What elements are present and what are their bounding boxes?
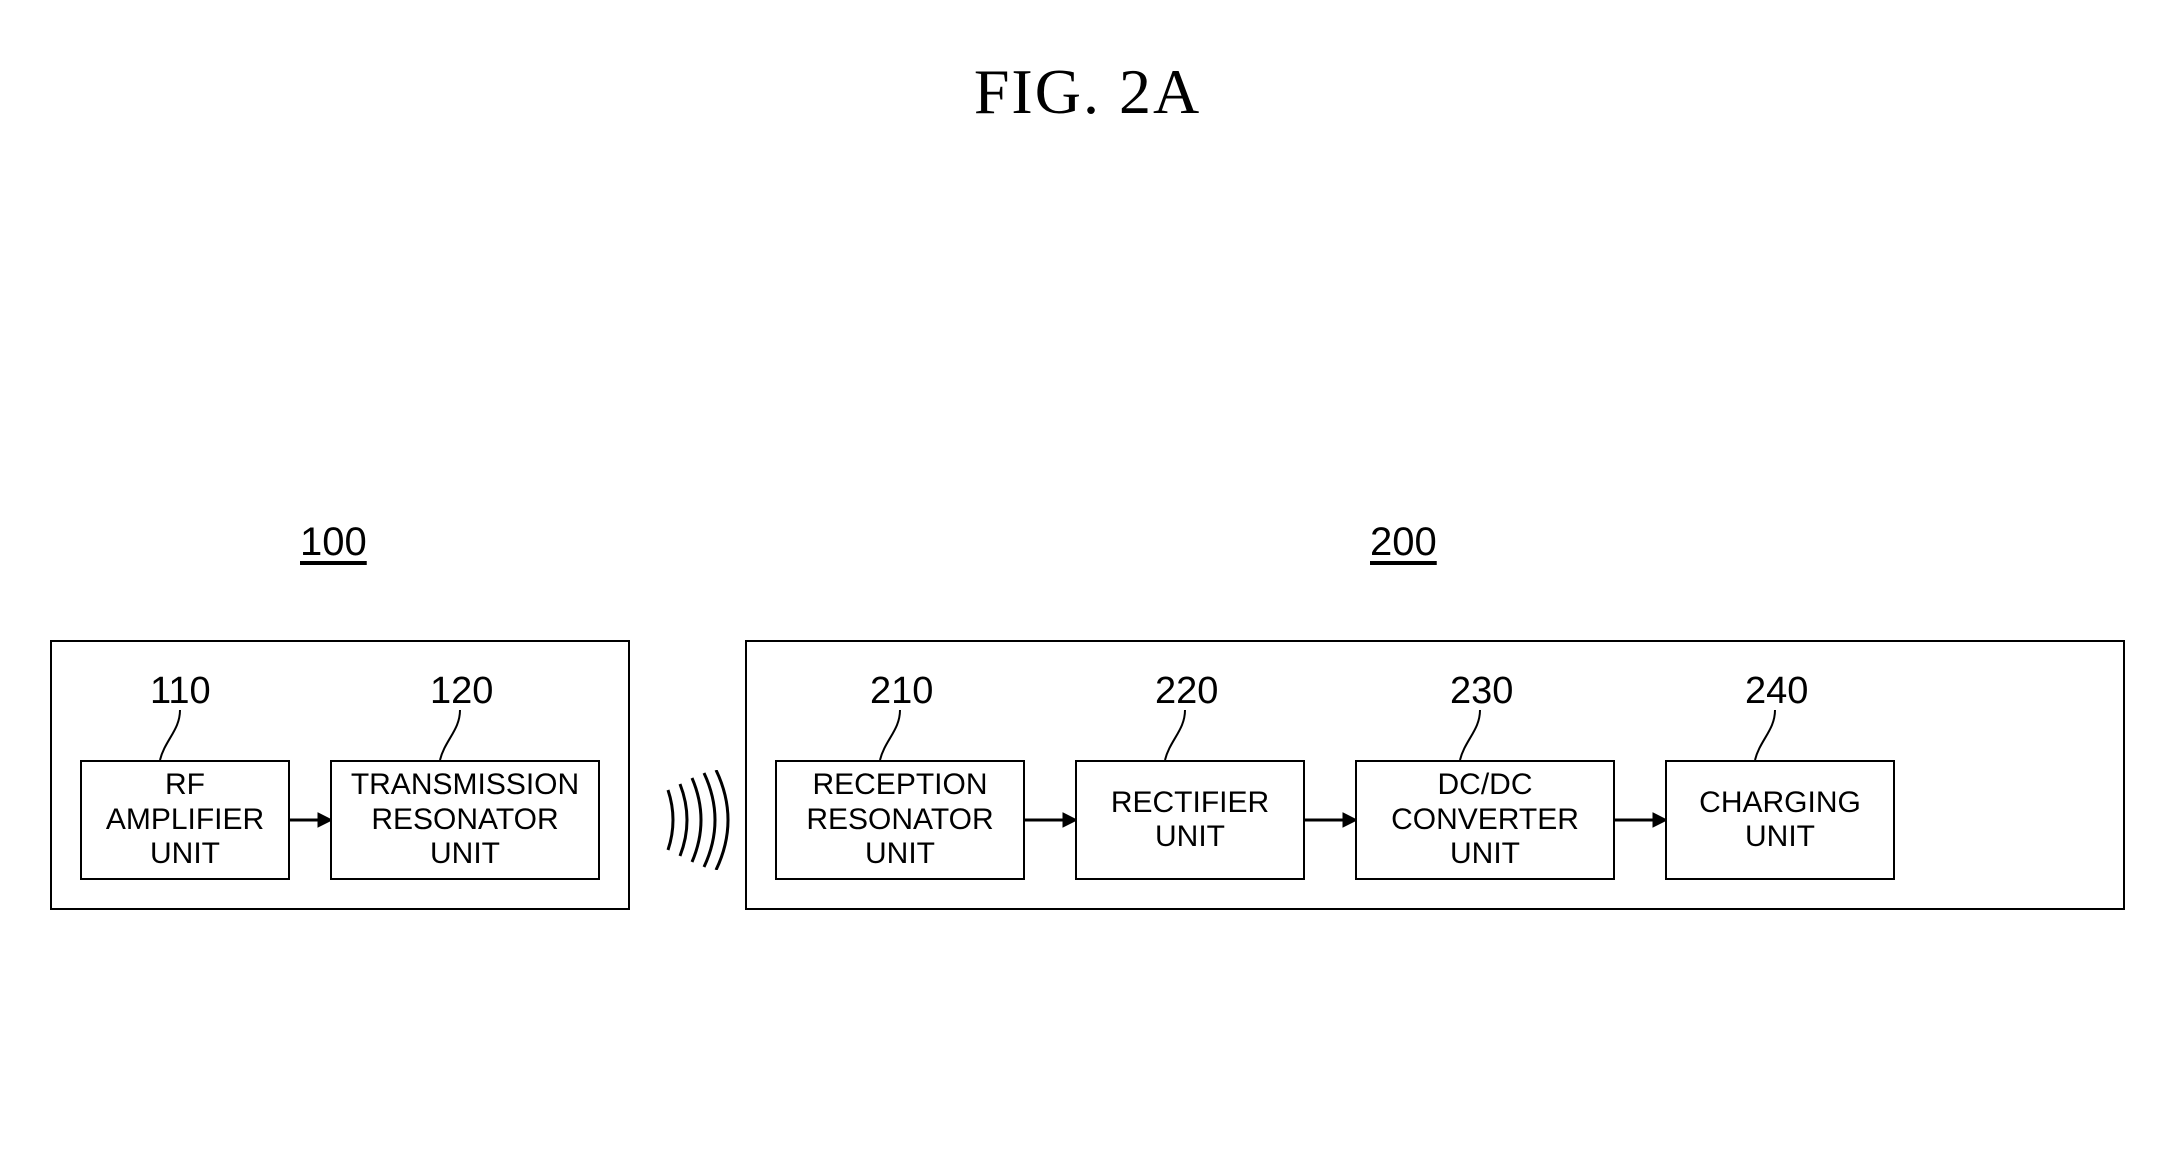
leader-220 <box>1160 710 1220 765</box>
wireless-icon <box>650 770 740 870</box>
leader-110 <box>155 710 215 765</box>
block-ref-110: 110 <box>150 670 211 713</box>
arrow-210-220 <box>1025 810 1077 830</box>
block-rectifier: RECTIFIER UNIT <box>1075 760 1305 880</box>
block-ref-240: 240 <box>1745 670 1808 713</box>
figure-title: FIG. 2A <box>974 55 1201 129</box>
block-ref-220: 220 <box>1155 670 1218 713</box>
block-ref-120: 120 <box>430 670 493 713</box>
block-charging: CHARGING UNIT <box>1665 760 1895 880</box>
rx-group-ref: 200 <box>1370 520 1437 565</box>
leader-120 <box>435 710 495 765</box>
arrow-230-240 <box>1615 810 1667 830</box>
arrow-220-230 <box>1305 810 1357 830</box>
arrow-110-120 <box>290 810 332 830</box>
block-rf-amplifier: RF AMPLIFIER UNIT <box>80 760 290 880</box>
block-transmission-resonator: TRANSMISSION RESONATOR UNIT <box>330 760 600 880</box>
block-ref-210: 210 <box>870 670 933 713</box>
block-dc-dc-converter: DC/DC CONVERTER UNIT <box>1355 760 1615 880</box>
tx-group-ref: 100 <box>300 520 367 565</box>
block-ref-230: 230 <box>1450 670 1513 713</box>
leader-230 <box>1455 710 1515 765</box>
block-reception-resonator: RECEPTION RESONATOR UNIT <box>775 760 1025 880</box>
leader-240 <box>1750 710 1810 765</box>
leader-210 <box>875 710 935 765</box>
